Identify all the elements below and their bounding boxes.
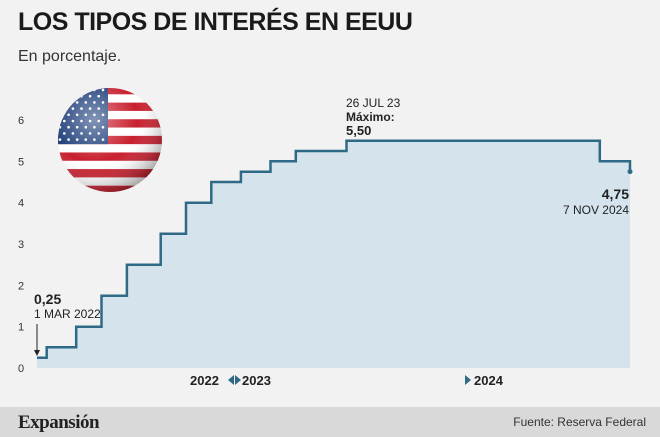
xlabel-2023: 2023: [242, 373, 271, 388]
end-date-label: 7 NOV 2024: [563, 203, 629, 217]
rate-area: [37, 140, 630, 368]
rate-step-chart: 0 1 2 3 4 5 6 2022 2023 2024 0,25 1 MAR 2022 2…: [18, 96, 633, 388]
y-tick-label: 4: [18, 198, 24, 210]
brand-logo: Expansión: [18, 412, 100, 433]
max-label: Máximo:: [346, 110, 395, 124]
chart-title: LOS TIPOS DE INTERÉS EN EEUU: [18, 8, 413, 36]
y-tick-label: 0: [18, 363, 24, 375]
y-tick-label: 2: [18, 280, 24, 292]
end-value-label: 4,75: [602, 186, 629, 202]
y-tick-label: 1: [18, 322, 24, 334]
chart-subtitle: En porcentaje.: [18, 48, 122, 65]
footer-bar: Expansión Fuente: Reserva Federal: [0, 407, 660, 437]
end-point: [627, 169, 633, 175]
start-value-label: 0,25: [34, 291, 61, 307]
y-tick-label: 5: [18, 156, 24, 168]
rate-line: [37, 139, 632, 359]
start-date-label: 1 MAR 2022: [34, 307, 101, 321]
xlabel-2022: 2022: [190, 373, 219, 388]
arrow-left-icon: [228, 375, 234, 385]
arrow-right-icon: [235, 375, 241, 385]
source-label: Fuente: Reserva Federal: [513, 415, 646, 429]
y-tick-label: 6: [18, 115, 24, 127]
arrow-right-icon: [465, 375, 471, 385]
xlabel-2024: 2024: [474, 373, 504, 388]
start-arrow-head: [34, 350, 40, 356]
usa-flag-icon: [58, 88, 162, 192]
max-date-label: 26 JUL 23: [346, 96, 401, 110]
y-tick-label: 3: [18, 239, 24, 251]
max-value-label: 5,50: [346, 123, 371, 138]
